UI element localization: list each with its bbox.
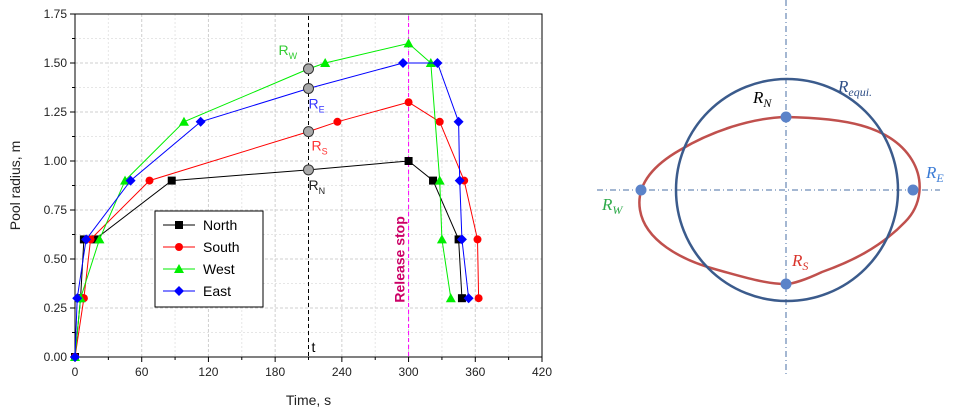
data-point bbox=[70, 352, 80, 362]
point-label-w: RW bbox=[279, 42, 298, 61]
x-tick-label: 240 bbox=[332, 365, 352, 379]
west-radius-label: RW bbox=[601, 195, 623, 217]
data-point bbox=[195, 116, 206, 127]
series-west bbox=[70, 38, 456, 361]
north-radius-label: RN bbox=[752, 88, 772, 110]
data-point bbox=[434, 175, 445, 185]
legend-item-south: South bbox=[163, 239, 240, 255]
y-tick-label: 1.00 bbox=[44, 154, 68, 168]
data-point bbox=[429, 176, 438, 185]
data-point bbox=[178, 116, 189, 126]
intersection-point bbox=[303, 164, 314, 176]
data-point bbox=[175, 243, 183, 251]
legend: North South West East bbox=[154, 210, 264, 308]
data-point bbox=[404, 98, 413, 107]
data-point bbox=[403, 38, 414, 48]
legend-label: North bbox=[203, 217, 237, 233]
data-point bbox=[145, 176, 154, 185]
data-point bbox=[463, 293, 474, 304]
radius-point bbox=[635, 184, 647, 196]
data-point bbox=[473, 235, 482, 244]
data-point bbox=[456, 234, 467, 245]
data-point bbox=[453, 116, 464, 127]
legend-label: West bbox=[203, 261, 235, 277]
x-axis-title: Time, s bbox=[286, 392, 331, 408]
data-point bbox=[91, 235, 100, 244]
t-marker-label: t bbox=[312, 339, 316, 355]
data-point bbox=[404, 157, 413, 165]
data-point bbox=[320, 58, 331, 67]
x-tick-label: 120 bbox=[198, 365, 218, 379]
diagram-labels: Requi. RN RS RW RE bbox=[601, 77, 944, 273]
point-label-s: RS bbox=[312, 138, 328, 157]
series-east bbox=[70, 58, 474, 362]
intersection-point bbox=[303, 126, 314, 138]
x-tick-label: 180 bbox=[265, 365, 285, 379]
point-labels: RW RE RS RN bbox=[279, 42, 328, 196]
point-label-n: RN bbox=[309, 177, 326, 196]
data-point bbox=[333, 117, 342, 126]
y-axis-title: Pool radius, m bbox=[7, 141, 23, 230]
data-point bbox=[435, 117, 444, 126]
series-line bbox=[74, 62, 470, 358]
legend-item-east: East bbox=[163, 283, 231, 299]
y-tick-label: 0.50 bbox=[44, 252, 68, 266]
data-point bbox=[174, 286, 184, 296]
intersection-point bbox=[303, 63, 314, 75]
y-tick-label: 1.50 bbox=[44, 56, 68, 70]
data-point bbox=[454, 175, 465, 186]
radius-diagram: Requi. RN RS RW RE bbox=[597, 0, 944, 376]
data-point bbox=[81, 234, 92, 245]
data-point bbox=[432, 58, 443, 68]
data-point bbox=[474, 294, 483, 303]
data-point bbox=[457, 294, 466, 303]
x-tick-label: 360 bbox=[465, 365, 485, 379]
legend-label: East bbox=[203, 283, 231, 299]
y-tick-label: 0.25 bbox=[44, 301, 68, 315]
legend-label: South bbox=[203, 239, 240, 255]
series-line bbox=[74, 160, 463, 358]
south-radius-label: RS bbox=[791, 251, 808, 273]
east-radius-label: RE bbox=[925, 163, 944, 185]
pool-contour bbox=[638, 115, 921, 286]
y-tick-label: 0.00 bbox=[44, 350, 68, 364]
series-line bbox=[74, 101, 480, 358]
radius-point bbox=[780, 111, 792, 123]
data-point bbox=[72, 293, 83, 304]
data-point bbox=[175, 221, 183, 229]
equivalent-radius-label: Requi. bbox=[837, 77, 872, 99]
y-tick-label: 1.75 bbox=[44, 7, 68, 21]
x-tick-label: 60 bbox=[135, 365, 149, 379]
intersection-point bbox=[303, 82, 314, 94]
equivalent-circle bbox=[674, 77, 900, 303]
data-point bbox=[94, 234, 105, 244]
y-tick-label: 1.25 bbox=[44, 105, 68, 119]
data-point bbox=[445, 293, 456, 303]
diagram-shapes bbox=[597, 0, 940, 376]
legend-item-west: West bbox=[163, 261, 235, 277]
data-point bbox=[125, 175, 136, 186]
data-point bbox=[436, 234, 447, 244]
data-point bbox=[174, 264, 184, 273]
axes: 0 60 120 180 240 300 360 420 0.00 0.25 0.50 0.75 1.0… bbox=[44, 7, 553, 379]
radius-point bbox=[780, 278, 792, 290]
x-tick-label: 0 bbox=[72, 365, 79, 379]
point-label-e: RE bbox=[309, 95, 325, 114]
y-tick-label: 0.75 bbox=[44, 203, 68, 217]
legend-item-north: North bbox=[163, 217, 237, 233]
x-tick-label: 420 bbox=[532, 365, 552, 379]
data-point bbox=[167, 176, 176, 185]
pool-radius-chart: 0 60 120 180 240 300 360 420 0.00 0.25 0.50 0.75 1.0… bbox=[7, 7, 553, 408]
x-tick-label: 300 bbox=[399, 365, 419, 379]
series bbox=[70, 38, 483, 362]
data-point bbox=[398, 58, 409, 68]
radius-point bbox=[907, 184, 919, 196]
release-stop-label: Release stop bbox=[392, 216, 408, 302]
series-south bbox=[71, 98, 483, 361]
series-line bbox=[74, 42, 452, 358]
